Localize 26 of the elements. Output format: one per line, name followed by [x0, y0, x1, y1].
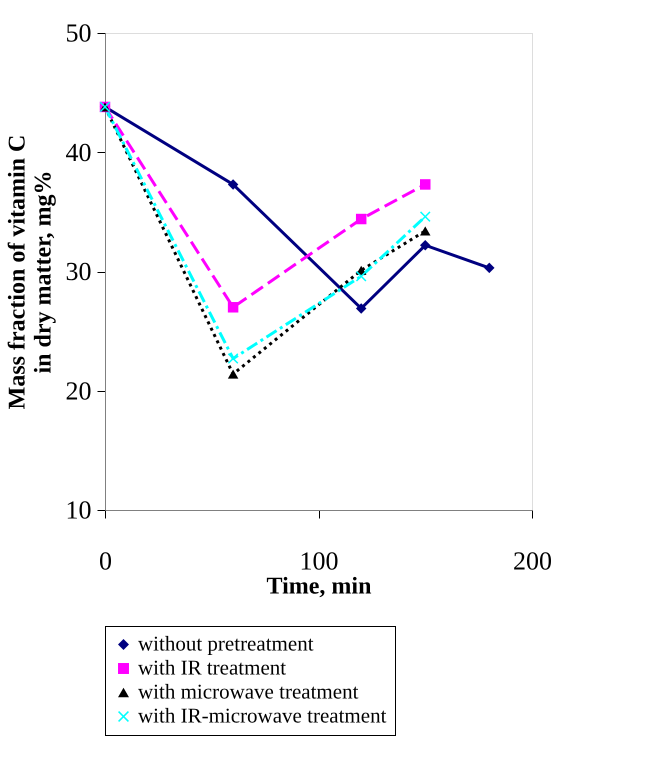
point: [420, 211, 430, 222]
legend-label: with IR-microwave treatment: [138, 704, 387, 728]
legend-label: with IR treatment: [138, 656, 286, 680]
y-tick-label: 50: [66, 18, 92, 48]
point: [228, 370, 238, 379]
x-tick-label: 100: [300, 546, 338, 576]
point: [228, 353, 238, 364]
point: [356, 214, 366, 224]
x-tick-label: 0: [99, 546, 112, 576]
legend-label: without pretreatment: [138, 632, 314, 656]
y-tick-label: 20: [66, 376, 92, 406]
point: [356, 303, 366, 314]
y-tick-label: 10: [66, 496, 92, 524]
point: [356, 271, 366, 282]
point: [420, 226, 430, 236]
point: [484, 262, 495, 274]
legend-label: with microwave treatment: [138, 680, 359, 704]
x-tick-label: 200: [513, 546, 552, 576]
point: [228, 302, 238, 313]
y-axis-title: Mass fraction of vitamin C in dry matter, mg%: [4, 134, 56, 410]
y-tick-label: 40: [66, 138, 92, 167]
point: [420, 240, 430, 251]
x-axis-title: Time, min: [266, 574, 372, 600]
y-tick-label: 30: [66, 257, 92, 286]
point: [228, 179, 238, 190]
point: [420, 179, 430, 190]
